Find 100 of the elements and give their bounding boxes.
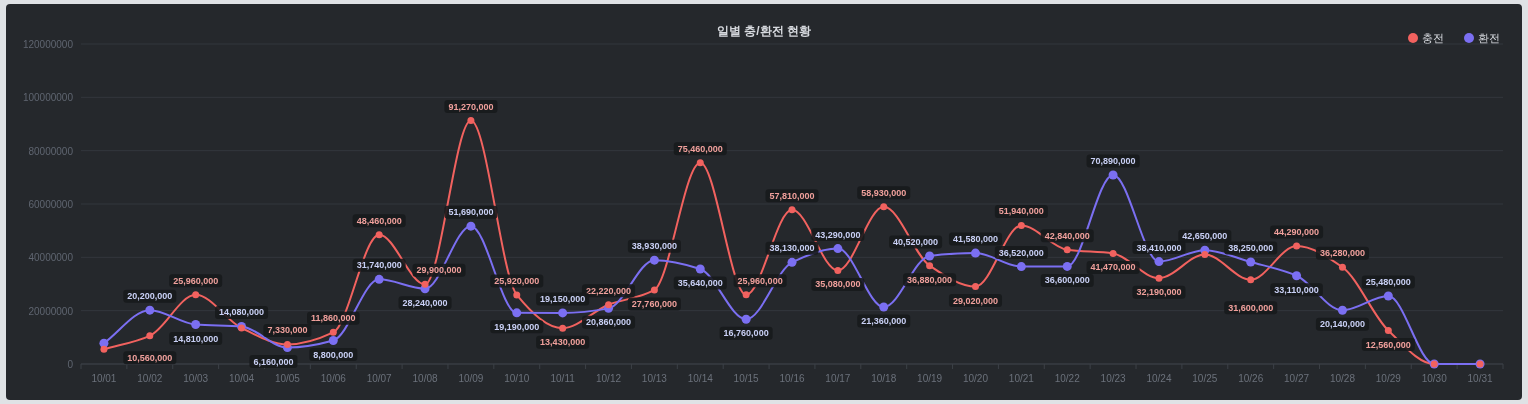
data-label: 20,200,000 xyxy=(127,291,173,302)
point xyxy=(283,340,291,348)
point xyxy=(191,320,201,330)
point xyxy=(1383,291,1393,301)
x-tick-label: 10/22 xyxy=(1054,373,1081,384)
x-tick-label: 10/02 xyxy=(137,373,163,384)
point xyxy=(1201,251,1209,259)
point xyxy=(833,244,843,254)
data-label: 19,150,000 xyxy=(540,293,586,304)
x-tick-label: 10/04 xyxy=(229,373,255,384)
data-label: 36,280,000 xyxy=(1319,248,1365,259)
data-label: 16,760,000 xyxy=(723,328,769,339)
x-tick-label: 10/16 xyxy=(779,373,805,384)
data-label: 21,360,000 xyxy=(861,316,907,327)
point xyxy=(374,274,384,284)
x-tick-label: 10/25 xyxy=(1192,373,1218,384)
x-tick-label: 10/10 xyxy=(504,373,530,384)
point xyxy=(466,221,476,231)
data-label: 14,080,000 xyxy=(219,307,265,318)
point xyxy=(1293,242,1301,250)
x-tick-label: 10/21 xyxy=(1008,373,1035,384)
point xyxy=(787,257,797,267)
data-label: 25,960,000 xyxy=(173,275,219,286)
x-tick-label: 10/14 xyxy=(687,373,714,384)
data-label: 11,860,000 xyxy=(311,313,356,324)
point xyxy=(742,291,750,299)
point xyxy=(421,280,429,288)
y-tick-label: 80000000 xyxy=(28,145,74,157)
data-label: 36,880,000 xyxy=(907,274,953,285)
y-tick-label: 120000000 xyxy=(22,39,74,50)
point xyxy=(1109,249,1117,257)
y-tick-label: 40000000 xyxy=(28,252,74,264)
point xyxy=(926,262,934,270)
data-label: 19,190,000 xyxy=(494,321,540,332)
point xyxy=(1246,257,1256,267)
x-tick-label: 10/26 xyxy=(1238,373,1264,384)
data-label: 38,130,000 xyxy=(769,243,815,254)
legend-label: 충전 xyxy=(1422,32,1444,44)
data-label: 10,560,000 xyxy=(127,352,173,363)
point xyxy=(100,345,108,353)
x-tick-label: 10/17 xyxy=(825,373,851,384)
x-tick-label: 10/01 xyxy=(91,373,117,384)
point xyxy=(1017,221,1025,229)
x-tick-label: 10/20 xyxy=(962,373,989,384)
data-label: 31,740,000 xyxy=(356,260,402,271)
data-label: 36,520,000 xyxy=(998,247,1044,258)
data-label: 25,480,000 xyxy=(1365,277,1411,288)
point xyxy=(649,255,659,265)
x-tick-label: 10/12 xyxy=(596,373,622,384)
point xyxy=(512,308,522,318)
point xyxy=(696,159,704,167)
point xyxy=(375,231,383,239)
data-label: 8,800,000 xyxy=(313,349,354,360)
point xyxy=(741,314,751,324)
x-tick-label: 10/06 xyxy=(320,373,347,384)
data-label: 42,840,000 xyxy=(1044,230,1090,241)
point xyxy=(880,203,888,211)
data-label: 38,410,000 xyxy=(1136,242,1182,253)
data-label: 29,020,000 xyxy=(952,295,999,306)
data-label: 29,900,000 xyxy=(416,265,462,276)
data-label: 12,560,000 xyxy=(1365,339,1411,350)
x-tick-label: 10/07 xyxy=(366,373,393,384)
y-tick-label: 0 xyxy=(67,359,74,370)
x-tick-label: 10/18 xyxy=(871,373,897,384)
data-label: 51,690,000 xyxy=(448,207,494,218)
point xyxy=(1108,170,1118,180)
point xyxy=(328,336,338,346)
point xyxy=(513,291,521,299)
data-label: 70,890,000 xyxy=(1090,155,1136,166)
point xyxy=(1292,271,1302,281)
point xyxy=(925,251,935,261)
data-label: 35,080,000 xyxy=(815,279,861,290)
x-tick-label: 10/03 xyxy=(183,373,209,384)
point xyxy=(1154,257,1164,267)
point xyxy=(1247,276,1255,284)
data-label: 27,760,000 xyxy=(631,298,677,309)
data-label: 6,160,000 xyxy=(253,356,294,367)
point xyxy=(467,117,475,125)
data-label: 38,930,000 xyxy=(631,241,677,252)
x-tick-label: 10/29 xyxy=(1375,373,1402,384)
data-label: 32,190,000 xyxy=(1136,287,1182,298)
x-tick-label: 10/30 xyxy=(1421,373,1448,384)
point xyxy=(879,302,889,312)
data-label: 41,470,000 xyxy=(1090,262,1136,273)
chart-title: 일별 충/환전 현황 xyxy=(716,24,812,38)
x-tick-label: 10/08 xyxy=(412,373,438,384)
data-label: 57,810,000 xyxy=(769,190,815,201)
data-label: 36,600,000 xyxy=(1044,275,1090,286)
point xyxy=(1062,261,1072,271)
point xyxy=(329,328,337,336)
data-label: 44,290,000 xyxy=(1274,226,1320,237)
x-tick-label: 10/05 xyxy=(274,373,301,384)
point xyxy=(558,308,568,318)
point xyxy=(1384,327,1392,335)
data-label: 22,220,000 xyxy=(585,285,632,296)
point xyxy=(145,305,155,315)
x-tick-label: 10/09 xyxy=(458,373,484,384)
data-label: 51,940,000 xyxy=(998,206,1044,217)
data-label: 13,430,000 xyxy=(540,337,586,348)
point xyxy=(1337,305,1347,315)
